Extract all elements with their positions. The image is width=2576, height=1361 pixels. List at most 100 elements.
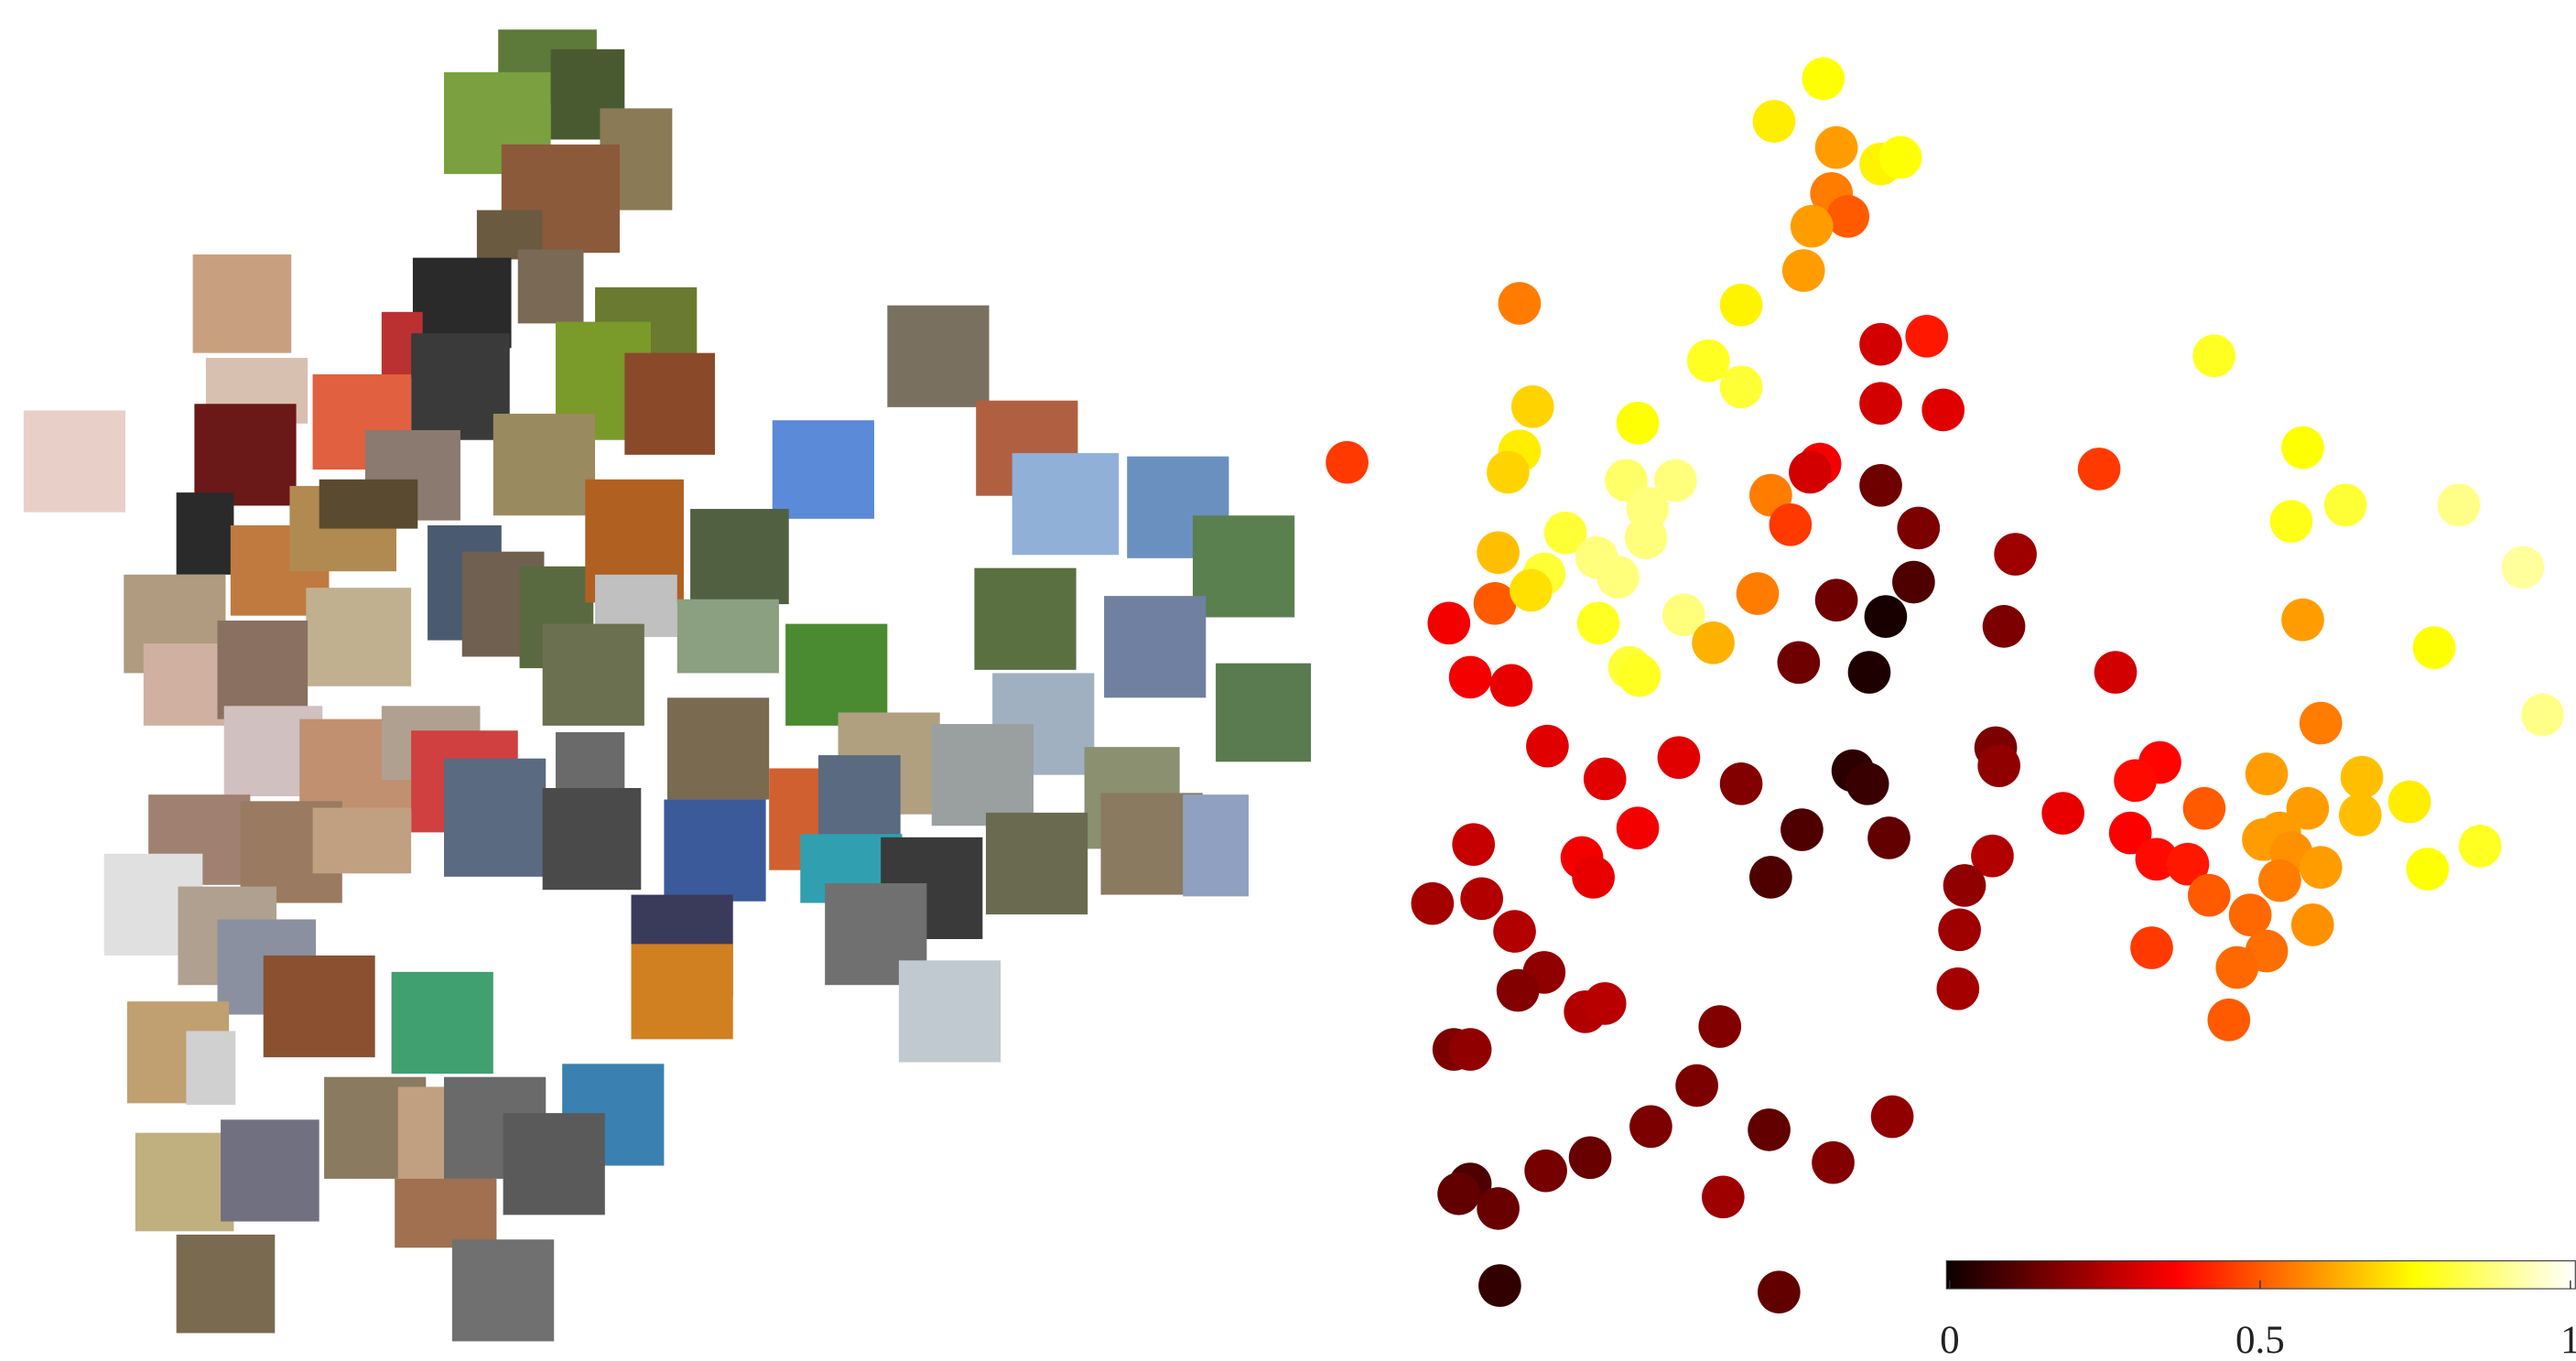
- scatter-point: [2290, 903, 2334, 946]
- scatter-point: [1994, 533, 2037, 576]
- scatter-point: [2281, 598, 2324, 642]
- scatter-point: [2458, 825, 2502, 868]
- scatter-point: [1870, 1095, 1914, 1139]
- scatter-point: [1814, 578, 1858, 622]
- photo-thumbnail: [887, 305, 990, 407]
- colorbar-tick-label: 0: [1940, 1319, 1960, 1361]
- scatter-point: [1477, 531, 1520, 575]
- photo-thumbnail: [176, 1234, 276, 1334]
- photo-thumbnail: [263, 955, 375, 1058]
- scatter-point: [1847, 651, 1891, 694]
- scatter-point: [2258, 859, 2301, 902]
- scatter-point: [2130, 926, 2173, 969]
- scatter-point: [1487, 450, 1530, 494]
- scatter-point: [1859, 463, 1902, 507]
- scatter-point: [1769, 502, 1813, 546]
- scatter-point: [1654, 459, 1697, 502]
- photo-thumbnail: [217, 621, 308, 719]
- scatter-point: [2323, 483, 2367, 527]
- photo-thumbnail: [1192, 515, 1295, 618]
- scatter-point: [1878, 135, 1922, 179]
- scatter-point: [1971, 834, 2014, 878]
- photo-thumbnail: [306, 588, 412, 686]
- scatter-point: [1892, 560, 1935, 604]
- scatter-point: [1437, 1172, 1480, 1215]
- scatter-point: [2286, 786, 2330, 830]
- photo-thumbnail: [221, 1119, 319, 1222]
- photo-thumbnail: [135, 1132, 234, 1232]
- photo-thumbnail: [194, 404, 297, 506]
- scatter-point: [1411, 881, 1455, 925]
- scatter-point: [1616, 806, 1660, 850]
- photo-thumbnail: [23, 410, 126, 513]
- scatter-point: [1616, 401, 1660, 445]
- scatter-point: [1493, 910, 1536, 953]
- photo-thumbnail: [517, 249, 584, 324]
- scatter-point: [1657, 736, 1701, 780]
- scatter-point: [1596, 556, 1640, 599]
- photo-thumbnail: [772, 420, 874, 519]
- photo-thumbnail: [412, 257, 512, 349]
- scatter-point: [1864, 595, 1908, 638]
- scatter-point: [2521, 693, 2564, 737]
- scatter-point: [1452, 823, 1496, 866]
- photo-thumbnail: [985, 812, 1088, 915]
- photo-thumbnail: [931, 724, 1034, 826]
- scatter-point: [1897, 506, 1941, 550]
- scatter-point: [2114, 759, 2157, 803]
- scatter-point: [1943, 864, 1986, 907]
- photo-thumbnail: [1216, 663, 1312, 762]
- scatter-point: [1473, 581, 1517, 625]
- scatter-point: [1748, 1108, 1791, 1151]
- photo-thumbnail: [186, 1031, 236, 1106]
- photo-thumbnail: [666, 697, 770, 800]
- scatter-point: [1477, 1187, 1520, 1230]
- scatter-point: [1867, 816, 1910, 859]
- scatter-point: [2192, 334, 2235, 378]
- scatter-point: [1496, 968, 1540, 1012]
- photo-thumbnail: [1183, 794, 1249, 897]
- scatter-point: [1938, 908, 1981, 952]
- scatter-point: [1526, 724, 1569, 768]
- photo-thumbnail: [898, 960, 1001, 1063]
- scatter-point: [1702, 1175, 1745, 1219]
- photo-thumbnail: [451, 1239, 555, 1342]
- scatter-point: [1692, 621, 1735, 664]
- scatter-point: [1812, 1140, 1855, 1184]
- scatter-point: [2166, 842, 2210, 886]
- scatter-point: [2041, 792, 2084, 835]
- photo-thumbnail: [395, 1178, 497, 1248]
- scatter-point: [1675, 1064, 1718, 1107]
- scatter-point: [1719, 762, 1763, 805]
- scatter-point: [2340, 755, 2384, 799]
- photo-thumbnail: [542, 623, 644, 726]
- scatter-point: [2281, 426, 2324, 470]
- scatter-point: [1448, 655, 1492, 699]
- scatter-point: [1802, 57, 1845, 101]
- scatter-point: [1936, 967, 1980, 1010]
- scatter-point: [1752, 100, 1796, 143]
- photo-thumbnail: [391, 971, 493, 1075]
- scatter-point: [2412, 626, 2456, 669]
- photo-thumbnail: [1012, 453, 1120, 556]
- photo-thumbnail: [785, 623, 888, 726]
- scatter-point: [1921, 388, 1965, 432]
- scatter-point: [1977, 744, 2021, 787]
- scatter-point: [1629, 1105, 1672, 1149]
- scatter-point: [2269, 500, 2313, 544]
- scatter-point: [2094, 651, 2138, 694]
- colorbar-tick-label: 0.5: [2235, 1319, 2285, 1361]
- scatter-point: [1780, 808, 1824, 851]
- scatter-point: [1583, 757, 1627, 801]
- scatter-point: [2338, 794, 2382, 837]
- photo-thumbnail: [817, 755, 901, 837]
- photo-thumbnail: [312, 807, 412, 874]
- scatter-point: [2187, 873, 2231, 917]
- scatter-point: [1749, 856, 1792, 899]
- scatter-point: [2228, 893, 2272, 937]
- scatter-point: [2077, 448, 2121, 491]
- colorbar: [1945, 1260, 2576, 1290]
- photo-thumbnail: [624, 352, 715, 455]
- scatter-point: [1624, 516, 1668, 559]
